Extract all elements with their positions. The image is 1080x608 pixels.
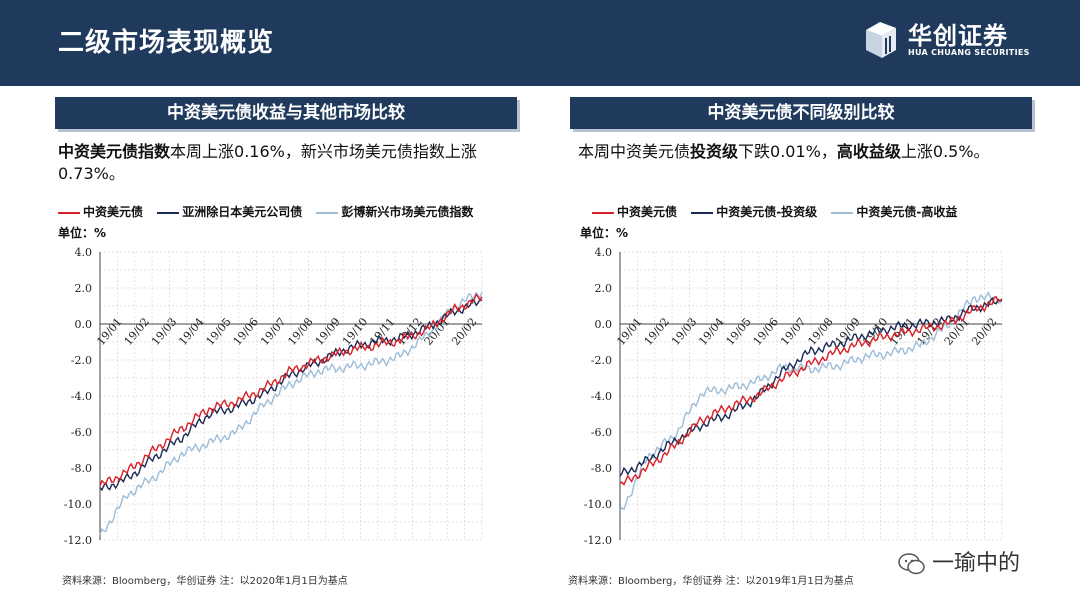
right-desc-text-2: 上涨0.5%。: [900, 142, 990, 161]
y-tick-label: -2.0: [591, 354, 612, 367]
series-line-1: [99, 292, 483, 487]
series-line-1: [619, 295, 1003, 486]
left-desc-text: 本周上涨0.16%，新兴市场美元债指数上涨0.73%。: [58, 142, 477, 183]
x-tick-label: 20/02: [969, 315, 999, 348]
legend-label: 彭博新兴市场美元债指数: [341, 205, 474, 219]
right-desc-text-1: 下跌0.01%，: [738, 142, 837, 161]
y-tick-label: 2.0: [75, 282, 93, 295]
legend-label: 中资美元债-高收益: [856, 205, 958, 219]
x-tick-label: 19/06: [751, 315, 781, 348]
x-tick-label: 19/03: [669, 315, 699, 348]
right-desc-text-0: 本周中资美元债: [578, 142, 691, 161]
right-legend-item-3: 中资美元债-高收益: [831, 203, 957, 220]
y-tick-label: -8.0: [591, 462, 612, 475]
right-desc-bold-2: 高收益级: [836, 142, 901, 161]
x-tick-label: 19/02: [122, 315, 152, 348]
series-line-3: [99, 291, 483, 535]
watermark: 一瑜中的: [898, 545, 1020, 577]
y-tick-label: -10.0: [64, 498, 92, 511]
series-line-2: [99, 298, 483, 492]
y-tick-label: -6.0: [71, 426, 92, 439]
left-line-chart: 4.0 2.0 0.0 -2.0 -4.0 -6.0 -8.0 -10.0 -12.0 19/01…: [64, 246, 483, 547]
right-legend: 中资美元债 中资美元债-投资级 中资美元债-高收益: [592, 203, 967, 220]
right-line-chart: 4.0 2.0 0.0 -2.0 -4.0 -6.0 -8.0 -10.0 -12.0 19/01…: [584, 246, 1003, 547]
legend-label: 亚洲除日本美元公司债: [182, 205, 303, 219]
left-legend-item-3: 彭博新兴市场美元债指数: [316, 203, 473, 220]
x-tick-label: 19/01: [614, 315, 644, 348]
left-legend-item-1: 中资美元债: [58, 203, 143, 220]
y-tick-label: -2.0: [71, 354, 92, 367]
legend-swatch: [157, 211, 180, 214]
y-tick-label: -8.0: [71, 462, 92, 475]
legend-label: 中资美元债: [83, 205, 144, 219]
right-panel-header: 中资美元债不同级别比较: [570, 97, 1032, 129]
legend-swatch: [316, 211, 339, 214]
legend-label: 中资美元债: [617, 205, 678, 219]
left-source-note: 资料来源：Bloomberg，华创证券 注：以2020年1月1日为基点: [62, 576, 348, 587]
right-legend-item-1: 中资美元债: [592, 203, 677, 220]
logo-cube-icon: [866, 22, 896, 58]
y-tick-label: -4.0: [71, 390, 92, 403]
legend-swatch: [592, 211, 614, 214]
left-unit-label: 单位：%: [58, 226, 107, 240]
x-tick-label: 19/07: [258, 315, 288, 348]
right-description: 本周中资美元债投资级下跌0.01%，高收益级上涨0.5%。: [578, 141, 1028, 163]
right-desc-bold-1: 投资级: [690, 142, 739, 161]
x-tick-label: 19/03: [149, 315, 179, 348]
x-tick-label: 19/08: [285, 315, 315, 348]
right-unit-label: 单位：%: [580, 226, 629, 240]
logo-text-en: HUA CHUANG SECURITIES: [908, 48, 1030, 57]
legend-swatch: [691, 211, 714, 214]
left-panel-header: 中资美元债收益与其他市场比较: [55, 97, 517, 129]
x-tick-label: 19/11: [887, 315, 917, 348]
y-tick-label: -12.0: [64, 534, 92, 547]
series-line-2: [619, 296, 1003, 477]
left-legend-item-2: 亚洲除日本美元公司债: [157, 203, 302, 220]
y-tick-label: -4.0: [591, 390, 612, 403]
wechat-icon: [898, 553, 925, 575]
watermark-text: 一瑜中的: [932, 551, 1021, 576]
y-tick-label: -10.0: [584, 498, 612, 511]
x-tick-label: 19/09: [833, 315, 863, 348]
y-tick-label: 0.0: [75, 318, 93, 331]
left-legend: 中资美元债 亚洲除日本美元公司债 彭博新兴市场美元债指数: [58, 203, 483, 220]
x-tick-label: 19/05: [723, 315, 753, 348]
x-tick-label: 19/04: [176, 315, 206, 348]
y-tick-label: -6.0: [591, 426, 612, 439]
legend-swatch: [831, 211, 854, 214]
legend-label: 中资美元债-投资级: [716, 205, 818, 219]
logo-text-cn: 华创证券: [908, 22, 1008, 50]
series-line-3: [619, 291, 1003, 511]
x-tick-label: 19/02: [642, 315, 672, 348]
x-tick-label: 19/09: [313, 315, 343, 348]
y-tick-label: 0.0: [595, 318, 613, 331]
x-tick-label: 19/01: [94, 315, 124, 348]
top-banner: 二级市场表现概览 华创证券 HUA CHUANG SECURITIES: [0, 0, 1080, 86]
x-tick-label: 19/05: [203, 315, 233, 348]
x-tick-label: 19/06: [231, 315, 261, 348]
y-tick-label: -12.0: [584, 534, 612, 547]
x-tick-label: 20/02: [449, 315, 479, 348]
y-tick-label: 4.0: [595, 246, 613, 259]
right-source-note: 资料来源：Bloomberg，华创证券 注：以2019年1月1日为基点: [568, 576, 854, 587]
page-title: 二级市场表现概览: [58, 28, 275, 58]
y-tick-label: 4.0: [75, 246, 93, 259]
y-tick-label: 2.0: [595, 282, 613, 295]
legend-swatch: [58, 211, 80, 214]
company-logo: 华创证券 HUA CHUANG SECURITIES: [862, 18, 1062, 62]
left-description: 中资美元债指数本周上涨0.16%，新兴市场美元债指数上涨0.73%。: [58, 141, 508, 185]
left-desc-bold: 中资美元债指数: [58, 142, 171, 161]
x-tick-label: 19/07: [778, 315, 808, 348]
right-legend-item-2: 中资美元债-投资级: [691, 203, 817, 220]
x-tick-label: 19/04: [696, 315, 726, 348]
